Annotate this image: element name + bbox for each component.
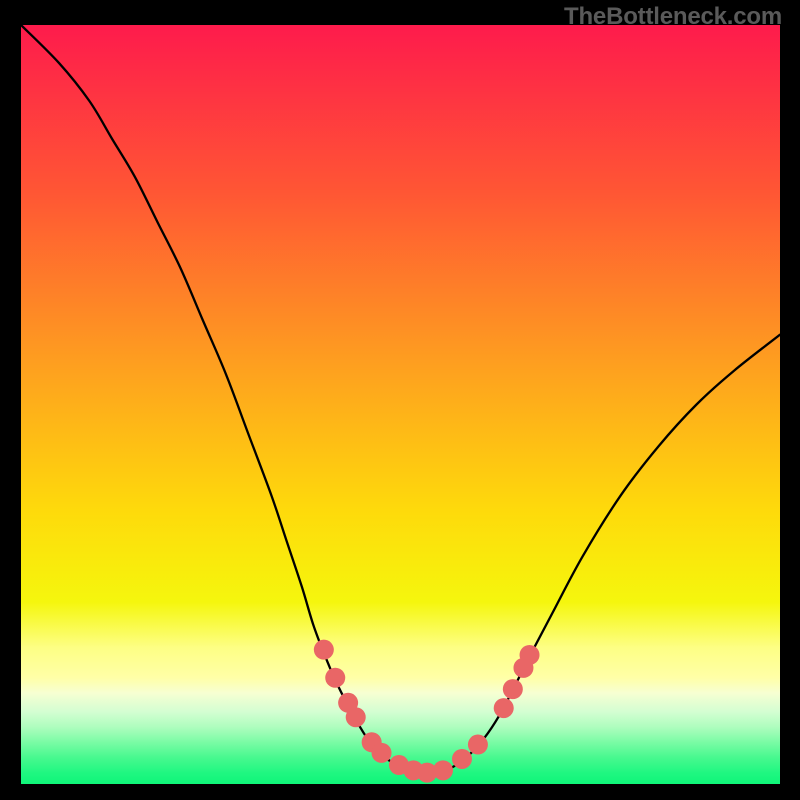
marker-point [433, 760, 453, 780]
marker-point [452, 749, 472, 769]
marker-point [325, 668, 345, 688]
plot-area [21, 25, 780, 784]
chart-frame: TheBottleneck.com [0, 0, 800, 800]
marker-point [520, 645, 540, 665]
gradient-background [21, 25, 780, 784]
marker-point [468, 735, 488, 755]
marker-point [494, 698, 514, 718]
marker-point [314, 640, 334, 660]
marker-point [503, 679, 523, 699]
chart-svg [21, 25, 780, 784]
marker-point [346, 707, 366, 727]
marker-point [372, 743, 392, 763]
